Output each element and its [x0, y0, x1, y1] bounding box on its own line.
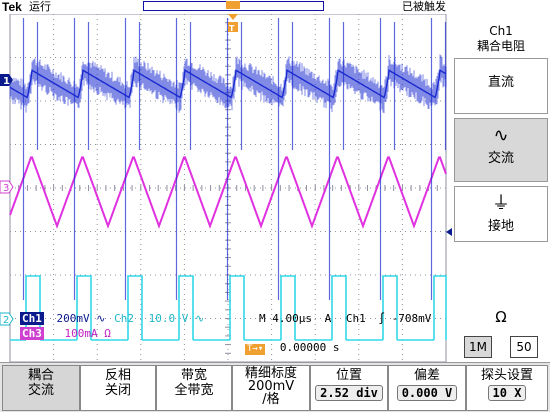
trigger-level: -708mV	[391, 312, 432, 325]
ground-icon: ⏚	[492, 193, 510, 214]
ch1-tag: Ch1	[20, 312, 44, 325]
probe-setup-menu-value: 10 X	[487, 385, 527, 401]
impedance-50-button[interactable]: 50	[510, 336, 538, 358]
ch2-waveform	[10, 275, 447, 341]
record-view-window	[226, 1, 240, 9]
trigger-status: 已被触发	[402, 0, 446, 13]
coupling-menu-value: 交流	[27, 383, 54, 398]
svg-text:T: T	[229, 24, 235, 33]
ch3-tag: Ch3	[20, 327, 44, 340]
invert-menu-value: 关闭	[104, 383, 131, 398]
bandwidth-menu-value: 全带宽	[174, 383, 214, 398]
trigger-position-marker[interactable]: T	[228, 14, 238, 33]
ch3-readout[interactable]: Ch3 100mA Ω	[20, 327, 111, 340]
trigger-position-icon: T→▾	[245, 344, 266, 355]
position-menu-button[interactable]: 位置 2.52 div	[310, 365, 388, 411]
timebase-value: M 4.00µs	[259, 312, 312, 325]
fine-scale-menu-title: 精细标度	[244, 366, 297, 381]
offset-menu-title: 偏差	[413, 368, 440, 383]
ch2-label: Ch2	[114, 312, 134, 325]
impedance-icon: Ω	[495, 308, 507, 326]
ch1-ground-marker[interactable]: 1	[0, 74, 13, 87]
impedance-1m-button[interactable]: 1M	[464, 336, 492, 358]
coupling-ac-button[interactable]: ∿ 交流	[454, 118, 548, 182]
bandwidth-menu-title: 带宽	[180, 368, 207, 383]
coupling-menu-button[interactable]: 耦合 交流	[2, 365, 80, 411]
position-menu-title: 位置	[335, 368, 362, 383]
coupling-ground-label: 接地	[487, 219, 514, 234]
side-menu: Ch1 耦合电阻 直流 ∿ 交流 ⏚ 接地 Ω 1M 50	[452, 14, 550, 362]
ch1-waveform-spikes	[22, 18, 447, 300]
ch1-scale: 200mV	[56, 312, 90, 325]
invert-menu-button[interactable]: 反相 关闭	[80, 365, 156, 411]
waveform-display: 1 3 2 T	[0, 13, 452, 362]
ch2-scale: 10.0 V	[148, 312, 189, 325]
trigger-level-arrow[interactable]	[446, 228, 452, 236]
ch3-ground-marker[interactable]: 3	[0, 180, 14, 194]
timebase-trigger-readout[interactable]: M 4.00µs A Ch1 ∫ -708mV	[259, 312, 431, 325]
ch3-scale: 100mA	[64, 327, 98, 340]
ch3-unit: Ω	[104, 327, 111, 340]
coupling-ground-button[interactable]: ⏚ 接地	[454, 186, 548, 242]
trigger-source: Ch1	[345, 312, 366, 325]
ch2-ground-marker[interactable]: 2	[0, 312, 14, 326]
svg-text:1: 1	[3, 76, 10, 87]
position-menu-value: 2.52 div	[315, 385, 383, 401]
brand-logo: Tek	[2, 0, 22, 14]
trigger-position-readout[interactable]: T→▾ 0.00000 s	[245, 341, 340, 355]
side-menu-title: Ch1 耦合电阻	[476, 24, 525, 53]
ch2-coupling-icon: ∿	[194, 312, 205, 325]
ch1-coupling-icon: ∿	[96, 312, 106, 325]
fine-scale-menu-unit: /格	[262, 392, 280, 407]
coupling-ac-label: 交流	[487, 151, 514, 166]
coupling-menu-title: 耦合	[27, 368, 54, 383]
fine-scale-menu-value: 200mV	[247, 379, 295, 394]
invert-menu-title: 反相	[104, 368, 131, 383]
ch1-readout[interactable]: Ch1 200mV ∿ Ch2 10.0 V ∿	[20, 312, 204, 325]
bottom-menu: 耦合 交流 反相 关闭 带宽 全带宽 精细标度 200mV /格 位置 2.52…	[0, 362, 550, 412]
status-bar: Tek 运行 已被触发	[0, 0, 550, 14]
svg-text:2: 2	[3, 315, 9, 326]
svg-text:3: 3	[3, 183, 9, 194]
offset-menu-button[interactable]: 偏差 0.000 V	[388, 365, 466, 411]
probe-setup-menu-title: 探头设置	[480, 368, 533, 383]
fine-scale-menu-button[interactable]: 精细标度 200mV /格	[232, 365, 310, 411]
probe-setup-menu-button[interactable]: 探头设置 10 X	[466, 365, 548, 411]
trigger-position-value: 0.00000 s	[279, 341, 340, 354]
acquisition-status: 运行	[29, 0, 51, 13]
trigger-slope-icon: ∫	[378, 312, 385, 325]
acquisition-mode: A	[324, 312, 332, 325]
offset-menu-value: 0.000 V	[396, 385, 458, 401]
dc-icon	[455, 65, 547, 71]
ac-wave-icon: ∿	[493, 125, 509, 146]
bandwidth-menu-button[interactable]: 带宽 全带宽	[156, 365, 232, 411]
coupling-dc-label: 直流	[487, 75, 514, 90]
coupling-dc-button[interactable]: 直流	[454, 58, 548, 114]
